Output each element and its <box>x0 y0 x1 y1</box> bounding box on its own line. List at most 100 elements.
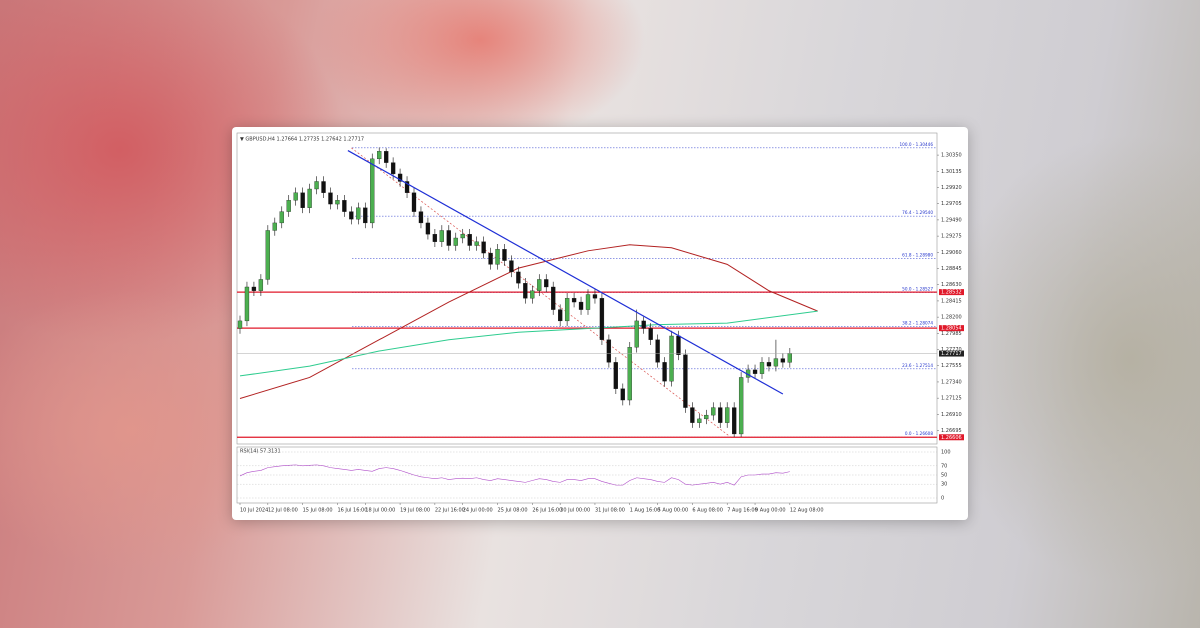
x-tick-label: 7 Aug 16:00 <box>727 508 758 514</box>
y-tick-label: 1.29490 <box>941 217 962 223</box>
candle-body <box>502 249 507 261</box>
y-tick-label: 1.29275 <box>941 234 962 240</box>
candle-body <box>599 298 605 340</box>
candle-body <box>592 294 598 299</box>
candle-body <box>300 192 305 208</box>
y-tick-label: 1.27125 <box>941 396 962 402</box>
rsi-tick-label: 70 <box>941 463 947 469</box>
level-label: 1.28532 <box>941 290 962 296</box>
fib-label: 0.0 - 1.26608 <box>905 431 933 436</box>
y-tick-label: 1.29060 <box>941 250 962 256</box>
last-price-tag <box>939 350 964 357</box>
candle-body <box>272 222 277 231</box>
candle-body <box>237 320 243 329</box>
fib-label: 38.2 - 1.28074 <box>902 321 933 326</box>
x-tick-label: 16 Jul 16:00 <box>337 508 367 514</box>
candle-body <box>488 252 493 265</box>
candle-body <box>537 279 542 291</box>
candle-body <box>293 192 298 201</box>
candle-body <box>453 237 458 246</box>
x-tick-label: 25 Jul 08:00 <box>498 508 528 514</box>
candle-body <box>286 200 291 212</box>
candle-body <box>244 286 250 322</box>
candle-body <box>690 407 695 423</box>
last-price-label: 1.27717 <box>941 351 962 357</box>
y-tick-label: 1.26695 <box>941 428 962 434</box>
trend-line <box>347 150 784 395</box>
candle-body <box>258 279 264 291</box>
candle-body <box>432 234 438 242</box>
y-tick-label: 1.28415 <box>941 298 962 304</box>
candle-body <box>662 362 667 382</box>
candle-body <box>342 200 347 212</box>
y-tick-label: 1.30350 <box>941 153 962 159</box>
level-label: 1.28054 <box>941 326 962 332</box>
candle-body <box>397 173 403 182</box>
candle-body <box>655 339 660 363</box>
candle-body <box>711 407 716 416</box>
candle-body <box>523 283 528 299</box>
candle-body <box>516 271 521 284</box>
candle-body <box>390 162 396 175</box>
fib-label: 50.0 - 1.28527 <box>902 286 933 291</box>
x-tick-label: 12 Jul 08:00 <box>268 508 298 514</box>
candle-body <box>544 279 549 288</box>
y-tick-label: 1.27340 <box>941 379 962 385</box>
candle-body <box>467 234 472 246</box>
fib-label: 76.4 - 1.29540 <box>902 210 933 215</box>
candle-body <box>377 151 382 160</box>
x-tick-label: 9 Aug 00:00 <box>755 508 786 514</box>
level-tag <box>939 434 964 441</box>
candle-body <box>328 192 333 205</box>
candle-body <box>732 407 737 435</box>
candle-body <box>446 230 451 246</box>
x-tick-label: 24 Jul 00:00 <box>463 508 493 514</box>
candle-body <box>564 298 570 322</box>
candle-body <box>558 309 563 322</box>
y-tick-label: 1.26910 <box>941 412 962 418</box>
candle-body <box>766 362 772 367</box>
candle-body <box>265 230 270 280</box>
rsi-tick-label: 30 <box>941 482 947 488</box>
candle-body <box>411 192 417 212</box>
candle-body <box>356 207 361 220</box>
fib-label: 61.8 - 1.28980 <box>902 252 933 257</box>
candle-body <box>759 362 765 374</box>
candle-body <box>704 414 709 420</box>
candle-body <box>738 377 744 435</box>
candle-body <box>627 347 632 401</box>
moving-average <box>239 310 818 377</box>
y-tick-label: 1.30135 <box>941 169 962 175</box>
rsi-line <box>239 464 790 486</box>
fib-diagonal <box>351 147 731 438</box>
x-tick-label: 30 Jul 00:00 <box>560 508 590 514</box>
x-tick-label: 10 Jul 2024 <box>240 508 268 514</box>
level-tag <box>939 289 964 296</box>
candle-body <box>384 151 389 163</box>
candle-body <box>620 388 625 401</box>
candle-body <box>460 234 465 239</box>
candle-body <box>425 222 431 235</box>
y-tick-label: 1.28630 <box>941 282 962 288</box>
candle-body <box>321 181 326 193</box>
y-tick-label: 1.27555 <box>941 363 962 369</box>
candle-body <box>787 353 792 363</box>
plot-frame <box>236 132 938 445</box>
candle-body <box>641 320 646 329</box>
x-tick-label: 15 Jul 08:00 <box>303 508 333 514</box>
candle-body <box>279 211 284 224</box>
y-tick-label: 1.29705 <box>941 201 962 207</box>
x-tick-label: 22 Jul 16:00 <box>435 508 465 514</box>
candle-body <box>718 407 723 423</box>
rsi-tick-label: 100 <box>941 450 951 456</box>
candle-body <box>578 301 584 310</box>
rsi-tick-label: 0 <box>941 496 944 502</box>
candle-body <box>752 369 758 374</box>
candle-body <box>585 294 591 310</box>
x-tick-label: 1 Aug 16:00 <box>630 508 661 514</box>
level-tag <box>939 325 964 332</box>
candle-body <box>335 200 340 205</box>
rsi-tick-label: 50 <box>941 473 947 479</box>
y-tick-label: 1.27770 <box>941 347 962 353</box>
